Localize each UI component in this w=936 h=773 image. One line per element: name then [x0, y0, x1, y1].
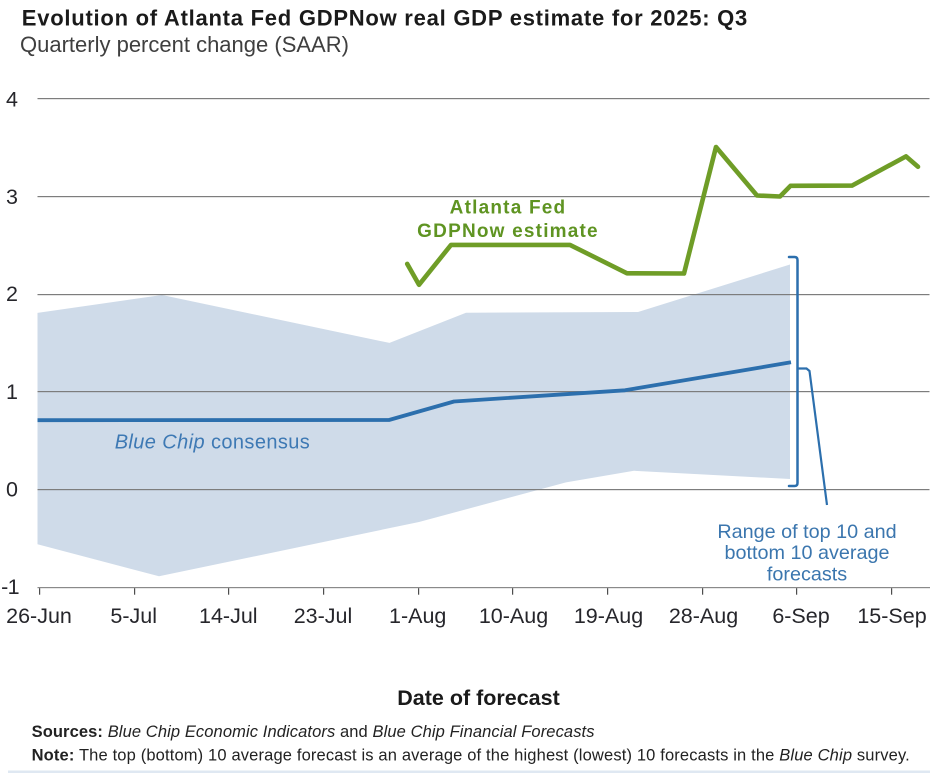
- svg-text:Range of top 10 and: Range of top 10 and: [717, 521, 896, 543]
- svg-text:GDPNow estimate: GDPNow estimate: [417, 221, 599, 242]
- svg-text:4: 4: [6, 88, 18, 112]
- svg-text:1-Aug: 1-Aug: [389, 604, 446, 628]
- svg-text:Date of forecast: Date of forecast: [397, 686, 560, 710]
- svg-text:10-Aug: 10-Aug: [479, 604, 548, 628]
- svg-text:Atlanta Fed: Atlanta Fed: [450, 197, 567, 218]
- svg-text:Note: The top (bottom) 10 aver: Note: The top (bottom) 10 average foreca…: [32, 747, 910, 765]
- svg-text:15-Sep: 15-Sep: [857, 604, 926, 628]
- svg-text:1: 1: [6, 380, 18, 404]
- svg-text:Evolution of Atlanta Fed GDPNo: Evolution of Atlanta Fed GDPNow real GDP…: [22, 5, 748, 30]
- svg-text:Quarterly percent change (SAAR: Quarterly percent change (SAAR): [20, 32, 349, 57]
- svg-text:-1: -1: [1, 575, 19, 599]
- svg-text:Sources: Blue Chip Economic In: Sources: Blue Chip Economic Indicators a…: [32, 723, 595, 741]
- svg-text:28-Aug: 28-Aug: [669, 604, 738, 628]
- svg-text:bottom 10 average: bottom 10 average: [725, 542, 890, 564]
- svg-text:3: 3: [6, 185, 18, 209]
- svg-text:2: 2: [6, 282, 18, 306]
- svg-text:23-Jul: 23-Jul: [294, 604, 353, 628]
- svg-text:0: 0: [6, 478, 18, 502]
- svg-text:forecasts: forecasts: [767, 564, 847, 586]
- svg-text:14-Jul: 14-Jul: [199, 604, 258, 628]
- svg-text:19-Aug: 19-Aug: [574, 604, 643, 628]
- svg-text:6-Sep: 6-Sep: [772, 604, 829, 628]
- svg-text:26-Jun: 26-Jun: [6, 604, 72, 628]
- svg-text:Blue Chip consensus: Blue Chip consensus: [115, 431, 311, 453]
- svg-text:5-Jul: 5-Jul: [110, 604, 157, 628]
